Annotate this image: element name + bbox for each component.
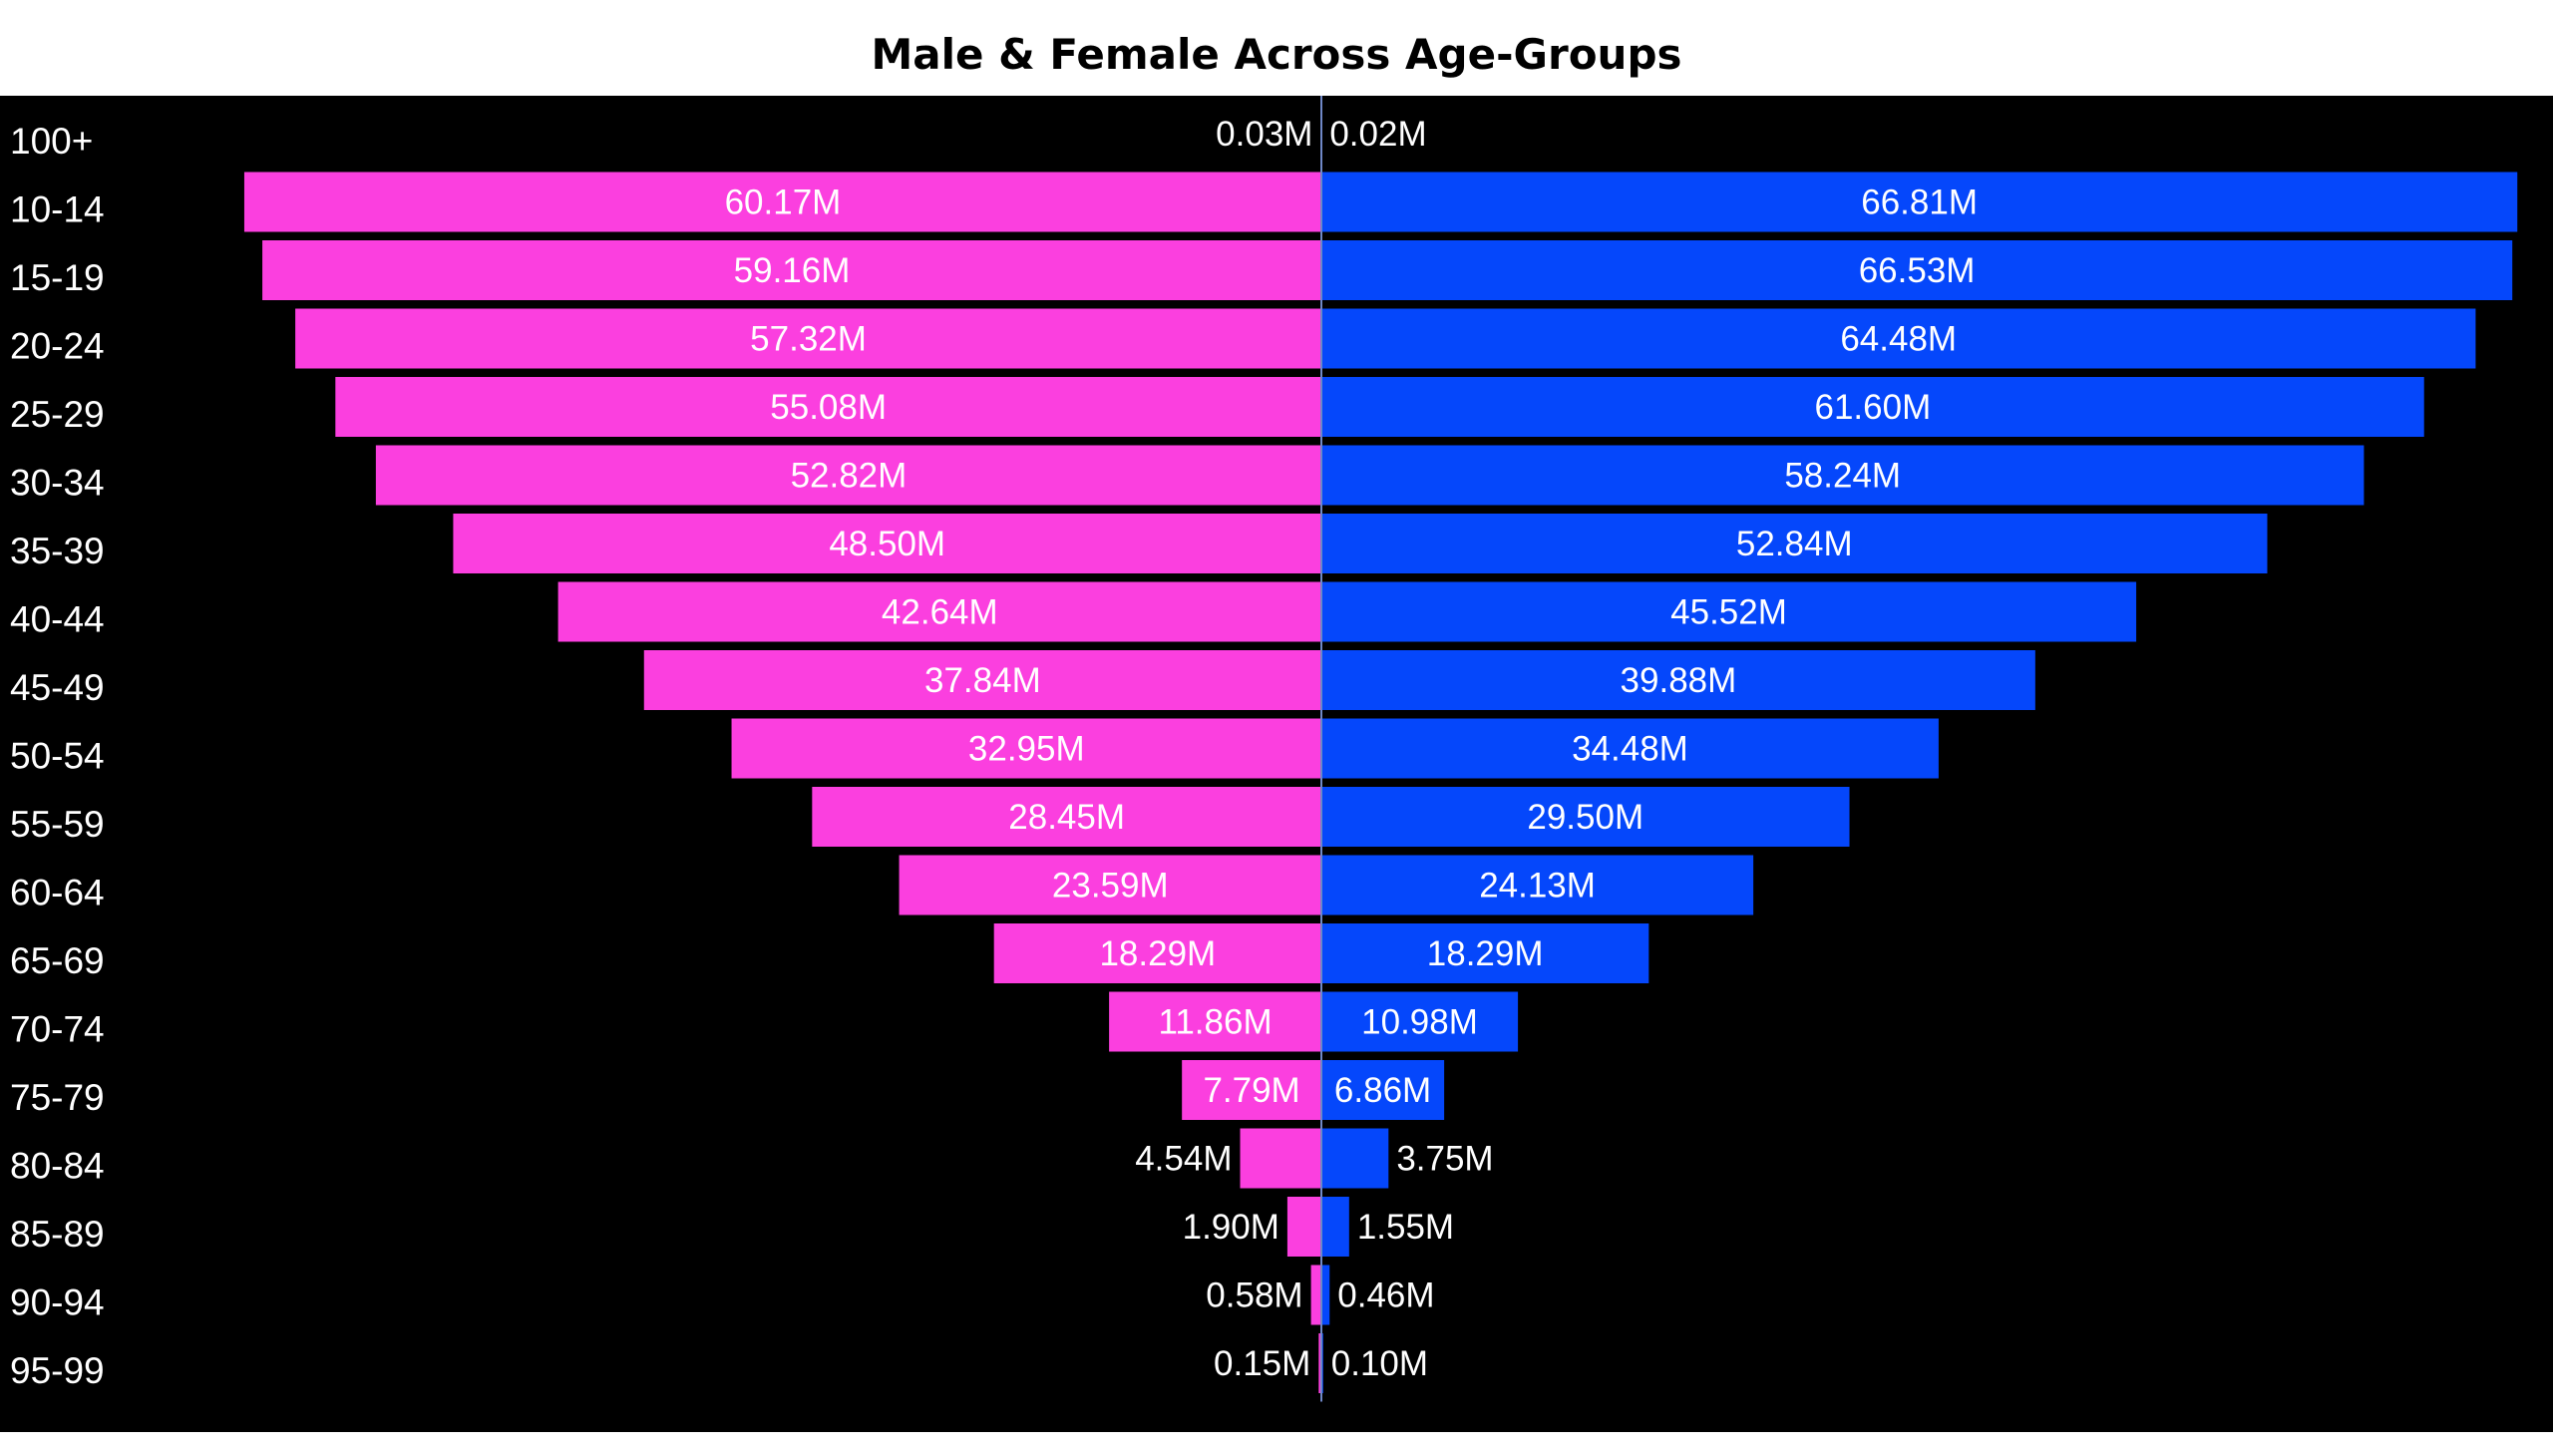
bar-right xyxy=(1321,308,2476,369)
category-label: 45-49 xyxy=(10,667,105,708)
bar-left xyxy=(243,172,1322,232)
value-label-right: 52.84M xyxy=(1736,525,1853,563)
category-label: 55-59 xyxy=(10,804,105,845)
category-label: 90-94 xyxy=(10,1282,105,1323)
bar-right xyxy=(1321,377,2424,437)
bar-right xyxy=(1321,514,2268,573)
bar-right xyxy=(1321,923,1649,983)
value-label-right: 18.29M xyxy=(1427,934,1544,973)
bar-left xyxy=(1310,1265,1321,1325)
right-series xyxy=(1321,104,2518,1393)
left-series xyxy=(243,104,1322,1393)
value-label-right: 61.60M xyxy=(1814,388,1931,427)
chart-plot: 100+ 10-14 15-19 20-24 25-29 30-34 35-39 40-44 4… xyxy=(0,96,2553,1432)
bar-right xyxy=(1321,991,1519,1052)
bar-right xyxy=(1321,240,2513,300)
category-label: 100+ xyxy=(10,121,93,162)
category-label: 85-89 xyxy=(10,1214,105,1255)
value-label-left: 55.08M xyxy=(770,388,887,427)
bar-right xyxy=(1321,581,2137,642)
value-label-right: 64.48M xyxy=(1840,320,1957,359)
bar-right xyxy=(1321,1060,1445,1120)
value-label-left: 1.90M xyxy=(1183,1208,1279,1247)
value-label-left: 7.79M xyxy=(1203,1071,1299,1110)
category-label: 30-34 xyxy=(10,463,105,504)
category-label: 70-74 xyxy=(10,1009,105,1050)
value-label-left: 59.16M xyxy=(734,251,851,290)
bar-left xyxy=(557,581,1321,642)
bar-right xyxy=(1321,787,1850,847)
value-label-left: 11.86M xyxy=(1158,1003,1272,1042)
category-label: 95-99 xyxy=(10,1350,105,1391)
bar-right xyxy=(1321,718,1939,779)
value-label-right: 66.81M xyxy=(1861,183,1978,222)
category-label: 65-69 xyxy=(10,940,105,981)
value-label-right: 39.88M xyxy=(1621,661,1737,700)
category-label: 15-19 xyxy=(10,257,105,298)
bar-right xyxy=(1321,650,2035,710)
value-label-right: 10.98M xyxy=(1361,1003,1478,1042)
category-label: 35-39 xyxy=(10,531,105,571)
bar-left xyxy=(262,240,1321,300)
bar-left xyxy=(1240,1128,1321,1189)
value-label-left: 0.58M xyxy=(1206,1276,1302,1315)
category-label: 75-79 xyxy=(10,1077,105,1118)
bar-right xyxy=(1321,172,2518,232)
value-label-left: 23.59M xyxy=(1052,867,1169,906)
chart-title: Male & Female Across Age-Groups xyxy=(871,30,1682,79)
bar-left xyxy=(731,718,1321,779)
bar-left xyxy=(899,855,1321,915)
value-label-right: 45.52M xyxy=(1670,593,1787,632)
value-label-left: 57.32M xyxy=(750,320,867,359)
bar-left xyxy=(1182,1060,1321,1120)
value-label-right: 58.24M xyxy=(1784,457,1901,496)
value-label-right: 24.13M xyxy=(1479,867,1596,906)
category-labels: 100+ 10-14 15-19 20-24 25-29 30-34 35-39 40-44 4… xyxy=(10,121,105,1391)
bar-left xyxy=(1109,991,1321,1052)
bar-left xyxy=(1318,1333,1321,1393)
value-label-right: 6.86M xyxy=(1334,1071,1431,1110)
value-label-left: 18.29M xyxy=(1099,934,1216,973)
value-label-right: 66.53M xyxy=(1859,251,1976,290)
category-label: 80-84 xyxy=(10,1146,105,1187)
value-label-left: 52.82M xyxy=(791,457,908,496)
value-label-left: 42.64M xyxy=(882,593,998,632)
bar-left xyxy=(812,787,1321,847)
value-label-left: 37.84M xyxy=(924,661,1041,700)
bar-left xyxy=(993,923,1321,983)
value-label-right: 1.55M xyxy=(1357,1208,1454,1247)
value-label-left: 60.17M xyxy=(725,183,842,222)
value-label-left: 32.95M xyxy=(968,730,1085,769)
category-label: 20-24 xyxy=(10,326,105,367)
bar-left xyxy=(643,650,1321,710)
value-labels: 0.03M 0.02M 60.17M 66.81M 59.16M 66.53M 57.32M… xyxy=(725,115,1978,1383)
bar-left xyxy=(335,377,1322,437)
bar-left xyxy=(375,445,1322,506)
category-label: 50-54 xyxy=(10,736,105,777)
value-label-right: 0.46M xyxy=(1337,1276,1434,1315)
category-label: 40-44 xyxy=(10,599,105,640)
bar-left xyxy=(1286,1197,1321,1257)
category-label: 60-64 xyxy=(10,873,105,913)
value-label-left: 4.54M xyxy=(1135,1140,1232,1179)
value-label-left: 28.45M xyxy=(1008,798,1125,837)
bar-right xyxy=(1321,445,2365,506)
value-label-right: 29.50M xyxy=(1527,798,1643,837)
value-label-right: 0.10M xyxy=(1331,1344,1428,1383)
category-label: 25-29 xyxy=(10,394,105,435)
bar-left xyxy=(295,308,1322,369)
value-label-right: 34.48M xyxy=(1572,730,1688,769)
bar-right xyxy=(1321,1197,1349,1257)
value-label-left: 0.03M xyxy=(1216,115,1312,154)
bar-right xyxy=(1321,855,1754,915)
value-label-left: 0.15M xyxy=(1214,1344,1310,1383)
bar-right xyxy=(1321,1265,1330,1325)
bar-left xyxy=(453,514,1321,573)
value-label-left: 48.50M xyxy=(829,525,945,563)
bar-right xyxy=(1321,1128,1389,1189)
value-label-right: 0.02M xyxy=(1329,115,1426,154)
value-label-right: 3.75M xyxy=(1396,1140,1493,1179)
category-label: 10-14 xyxy=(10,189,105,230)
